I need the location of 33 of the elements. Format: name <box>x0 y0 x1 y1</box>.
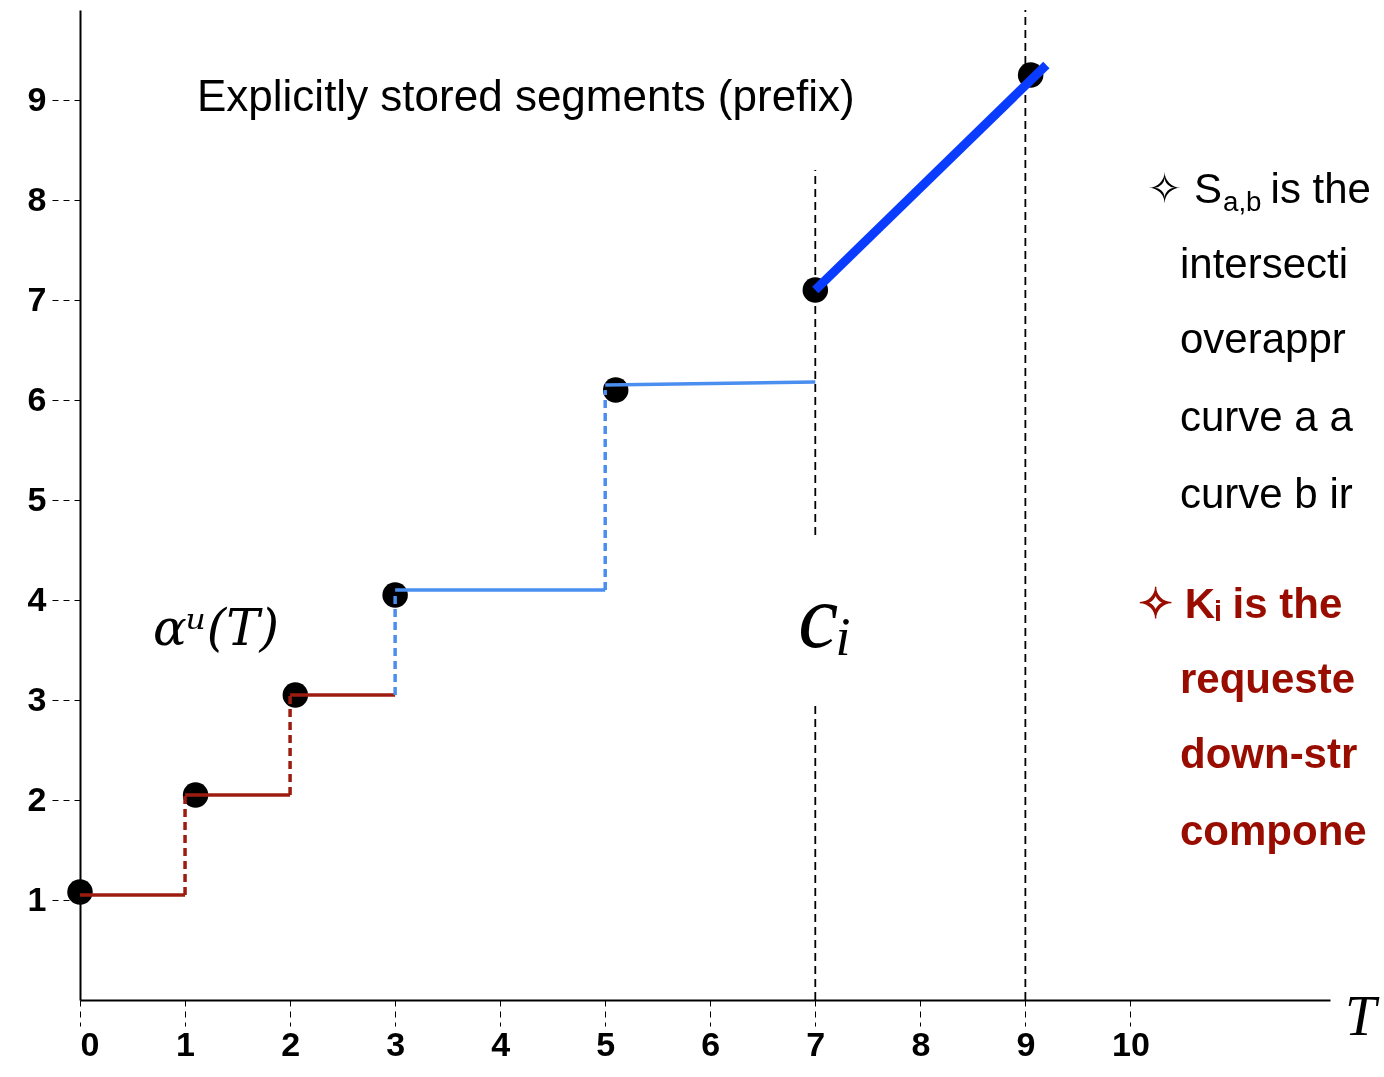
x-tick-label: 7 <box>806 1024 826 1063</box>
annotation: Explicitly stored segments (prefix) <box>197 71 855 120</box>
x-tick-label: 3 <box>386 1024 406 1063</box>
x-tick-label: 2 <box>281 1024 301 1063</box>
annotation: αᵘ(T) <box>153 599 280 657</box>
y-tick-label: 9 <box>27 79 47 118</box>
annotation: intersecti <box>1180 240 1349 287</box>
annotation: curve b ir <box>1180 470 1353 517</box>
x-tick-label: 4 <box>491 1024 511 1063</box>
x-tick-label: 6 <box>701 1024 721 1063</box>
ref-line-label: cᵢ <box>798 567 853 666</box>
point <box>67 879 93 905</box>
x-tick-label: 0 <box>80 1024 100 1063</box>
y-tick-label: 5 <box>27 479 47 518</box>
y-tick-label: 6 <box>27 379 47 418</box>
annotation: overappr <box>1180 315 1346 362</box>
x-tick-label: 9 <box>1016 1024 1036 1063</box>
x-tick-label: 5 <box>596 1024 616 1063</box>
annotation: down-str <box>1180 730 1358 777</box>
x-tick-label: 10 <box>1112 1024 1150 1063</box>
x-tick-label: 1 <box>176 1024 195 1063</box>
x-axis-title: T <box>1344 984 1380 1047</box>
annotation: curve a a <box>1180 393 1354 440</box>
y-tick-label: 1 <box>27 879 47 918</box>
y-tick-label: 3 <box>27 679 47 718</box>
y-tick-label: 8 <box>27 179 47 218</box>
y-tick-label: 2 <box>27 779 47 818</box>
annotation: requeste <box>1180 655 1356 702</box>
x-tick-label: 8 <box>911 1024 931 1063</box>
y-tick-label: 4 <box>27 579 47 618</box>
annotation: ✧ Kᵢ is the <box>1138 580 1343 627</box>
annotation: compone <box>1180 807 1367 854</box>
y-tick-label: 7 <box>27 279 47 318</box>
